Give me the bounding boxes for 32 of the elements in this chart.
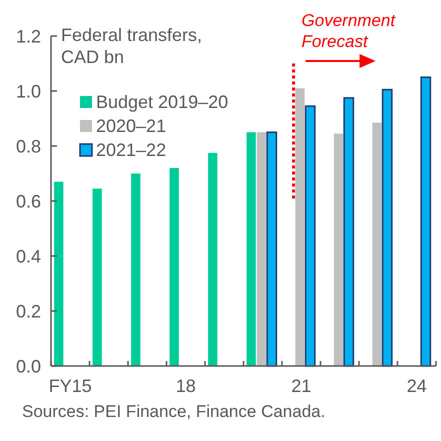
bar	[92, 188, 102, 366]
y-tick-label: 0.2	[16, 301, 41, 322]
bar	[334, 134, 344, 366]
legend-label: 2020–21	[96, 116, 166, 136]
x-tick-label: 24	[406, 376, 427, 396]
y-tick-label: 1.0	[16, 81, 41, 102]
x-tick-label: FY15	[48, 376, 92, 396]
y-tick-label: 0.8	[16, 136, 41, 156]
bar	[170, 168, 179, 366]
bar	[295, 88, 305, 366]
legend-label: Budget 2019–20	[96, 92, 228, 112]
bar	[420, 76, 432, 367]
y-tick-label: 0.6	[16, 191, 41, 212]
ref-line-label: Government Forecast	[302, 11, 396, 51]
y-tick-label: 1.2	[16, 26, 41, 46]
bar	[304, 105, 316, 367]
bar	[266, 132, 278, 367]
bar	[343, 97, 354, 367]
y-tick-label: 0.4	[16, 246, 41, 266]
bar	[208, 152, 218, 366]
x-tick-label: 18	[176, 376, 196, 396]
bar	[256, 132, 266, 366]
bar	[246, 132, 256, 366]
y-axis-title: Federal transfers, CAD bn	[61, 25, 202, 67]
legend-label: 2021–22	[96, 140, 166, 160]
x-tick-label: 21	[291, 376, 312, 396]
y-tick-label: 0.0	[16, 356, 41, 376]
bar	[372, 122, 382, 366]
bar	[54, 182, 64, 366]
source-note: Sources: PEI Finance, Finance Canada.	[22, 402, 326, 421]
bar	[382, 88, 393, 367]
bar	[131, 174, 140, 366]
